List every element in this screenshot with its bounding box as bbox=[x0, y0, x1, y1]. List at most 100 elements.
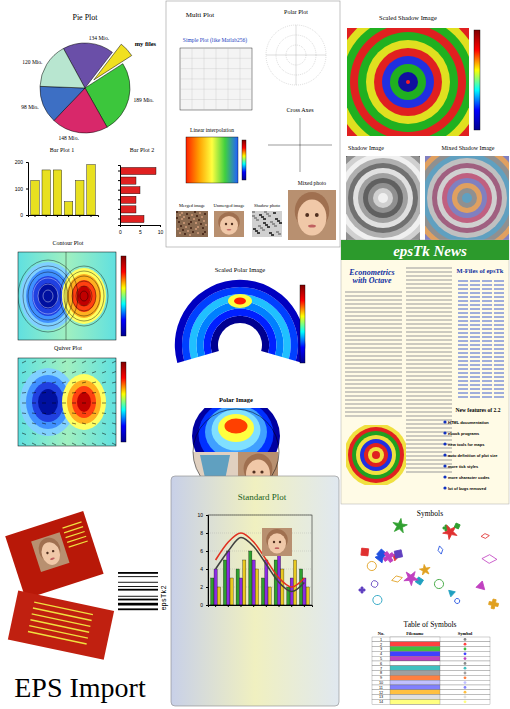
table-cell-text: 6 bbox=[380, 662, 382, 666]
tick-label: 8 bbox=[200, 530, 203, 536]
arrow bbox=[112, 443, 116, 445]
grid-line bbox=[180, 78, 252, 79]
tick: 0 bbox=[20, 212, 28, 218]
tick bbox=[118, 171, 120, 172]
text-line bbox=[458, 333, 505, 334]
noise bbox=[200, 223, 202, 225]
field-image bbox=[20, 361, 116, 445]
tick-mark bbox=[228, 605, 229, 607]
ring bbox=[346, 156, 420, 240]
noise bbox=[205, 224, 207, 226]
contour-line bbox=[28, 272, 68, 320]
arrow bbox=[92, 392, 96, 394]
arrow bbox=[102, 433, 106, 435]
tick bbox=[118, 219, 120, 220]
bar bbox=[255, 569, 258, 605]
noise bbox=[197, 232, 199, 234]
axis bbox=[118, 166, 121, 226]
text-line bbox=[458, 385, 505, 386]
noise bbox=[179, 232, 181, 234]
feature-item: ebook programs bbox=[448, 431, 480, 436]
tick-mark bbox=[291, 605, 292, 607]
text-line bbox=[458, 289, 505, 290]
noise bbox=[252, 215, 255, 217]
ring bbox=[364, 443, 388, 467]
noise bbox=[183, 222, 185, 224]
noise bbox=[276, 231, 279, 233]
news-header bbox=[341, 240, 509, 260]
panel-title: Symbols bbox=[417, 509, 443, 518]
hotspot bbox=[228, 294, 252, 308]
noise bbox=[260, 227, 263, 229]
arrow bbox=[72, 413, 76, 415]
tick-mark bbox=[118, 219, 120, 220]
table-symbol bbox=[464, 700, 467, 703]
tick-mark bbox=[79, 215, 80, 217]
text-line bbox=[345, 323, 402, 324]
arrow bbox=[62, 413, 66, 415]
text-line bbox=[458, 345, 505, 346]
photo-eye bbox=[315, 213, 319, 217]
noise bbox=[188, 223, 190, 225]
table-cell-text: 4 bbox=[380, 652, 382, 656]
text-line bbox=[406, 323, 452, 324]
table-symbol bbox=[464, 657, 467, 660]
noise bbox=[188, 217, 190, 219]
arrow bbox=[32, 361, 36, 363]
text-line bbox=[406, 339, 452, 340]
tick-mark bbox=[140, 225, 141, 227]
noise bbox=[202, 227, 204, 229]
noise bbox=[191, 214, 193, 216]
text-line bbox=[63, 522, 82, 528]
table-cell bbox=[372, 675, 490, 680]
bar-stripe bbox=[118, 581, 158, 583]
tick-label: 5 bbox=[139, 229, 142, 235]
blob bbox=[62, 374, 106, 430]
bar bbox=[249, 551, 252, 605]
text-line bbox=[345, 315, 402, 316]
colorbar bbox=[242, 140, 246, 180]
ring bbox=[356, 435, 396, 475]
text-line bbox=[345, 355, 402, 356]
ring bbox=[348, 163, 418, 233]
photo-eye bbox=[279, 541, 281, 543]
panel-title: Mixed Shadow Image bbox=[442, 145, 495, 151]
noise bbox=[255, 230, 258, 232]
tick-mark bbox=[118, 190, 120, 191]
axis-line bbox=[118, 166, 121, 226]
text-line bbox=[406, 327, 452, 328]
text-line bbox=[345, 383, 402, 384]
text-line bbox=[406, 343, 452, 344]
tick bbox=[240, 605, 241, 607]
arrow bbox=[112, 361, 116, 363]
symbol bbox=[488, 598, 499, 609]
blob bbox=[77, 286, 91, 306]
arrow bbox=[72, 443, 76, 445]
noise bbox=[186, 213, 188, 215]
photo-eye bbox=[52, 550, 55, 553]
arrow bbox=[102, 361, 106, 363]
photo-eye bbox=[46, 551, 49, 554]
axis bbox=[29, 215, 99, 217]
tick-mark bbox=[206, 533, 208, 534]
ring bbox=[348, 427, 404, 483]
text-line bbox=[30, 620, 89, 632]
ring bbox=[350, 28, 466, 136]
bar bbox=[236, 569, 239, 605]
image-label: Shadow photo bbox=[254, 203, 281, 208]
noise bbox=[259, 214, 262, 216]
ring-image bbox=[346, 156, 420, 240]
symbol bbox=[393, 518, 409, 534]
text-line bbox=[345, 339, 402, 340]
tick-mark bbox=[118, 199, 120, 200]
arrow bbox=[112, 403, 116, 404]
symbol bbox=[454, 598, 461, 605]
photo-eye bbox=[231, 223, 233, 225]
tick-label: 6 bbox=[200, 548, 203, 554]
bars bbox=[31, 165, 95, 215]
ring bbox=[368, 447, 384, 463]
text-line bbox=[458, 337, 505, 338]
arrow bbox=[52, 382, 56, 383]
table-cell-text: 5 bbox=[380, 657, 382, 661]
photo-mouth bbox=[308, 225, 316, 228]
